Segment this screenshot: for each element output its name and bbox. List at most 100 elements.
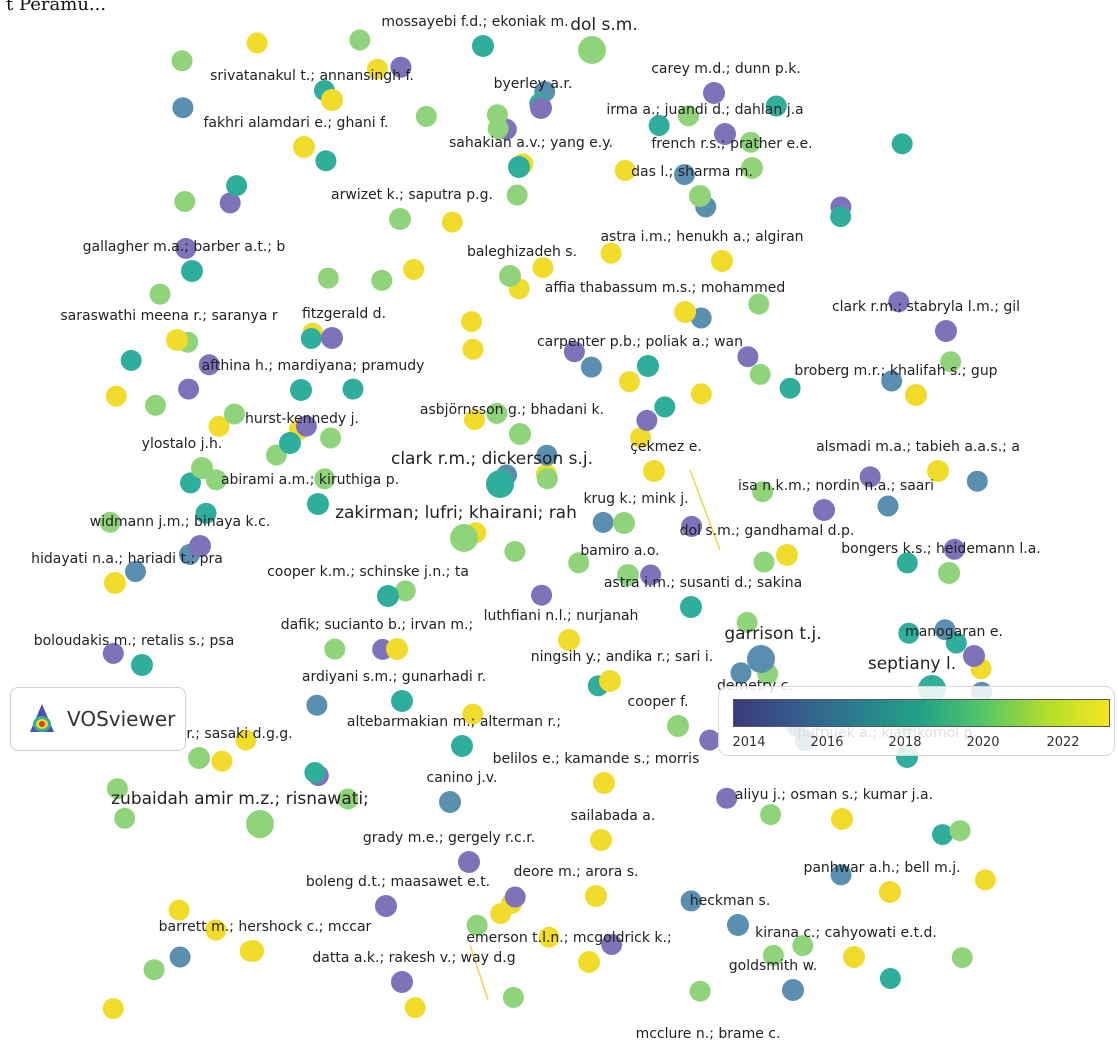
node-circle[interactable] bbox=[166, 329, 188, 351]
node[interactable]: canino j.v. bbox=[427, 770, 498, 813]
node-dot[interactable] bbox=[580, 356, 602, 378]
node-circle[interactable] bbox=[963, 645, 985, 667]
node[interactable]: deore m.; arora s. bbox=[514, 864, 639, 907]
node-circle[interactable] bbox=[293, 136, 315, 158]
node-dot[interactable] bbox=[600, 242, 622, 264]
node-dot[interactable] bbox=[404, 997, 426, 1019]
node[interactable]: garrison t.j. bbox=[724, 624, 822, 673]
node-dot[interactable] bbox=[678, 105, 699, 127]
node-dot[interactable] bbox=[198, 354, 220, 376]
node-dot[interactable] bbox=[169, 946, 191, 968]
node-dot[interactable] bbox=[674, 164, 695, 186]
node-dot[interactable] bbox=[224, 403, 245, 425]
node-circle[interactable] bbox=[189, 535, 211, 557]
node-circle[interactable] bbox=[667, 715, 689, 737]
node-dot[interactable] bbox=[504, 540, 526, 562]
node-circle[interactable] bbox=[558, 629, 580, 651]
node-dot[interactable] bbox=[342, 378, 364, 400]
node-dot[interactable] bbox=[246, 32, 268, 54]
vosviewer-logo[interactable]: VOSviewer bbox=[10, 687, 186, 751]
node-circle[interactable] bbox=[389, 208, 411, 230]
node-circle[interactable] bbox=[191, 457, 213, 479]
node[interactable]: asbjörnsson g.; bhadani k. bbox=[420, 402, 604, 445]
node-dot[interactable] bbox=[736, 611, 758, 633]
node[interactable]: alsmadi m.a.; tabieh a.a.s.; a bbox=[816, 439, 1020, 482]
node[interactable]: sailabada a. bbox=[571, 808, 656, 851]
node[interactable]: manogaran e. bbox=[905, 624, 1003, 667]
node-dot[interactable] bbox=[748, 293, 770, 315]
node-circle[interactable] bbox=[938, 562, 960, 584]
node-dot[interactable] bbox=[699, 729, 721, 751]
node-dot[interactable] bbox=[403, 258, 425, 280]
node[interactable]: dol s.m.; gandhamal d.p. bbox=[680, 523, 855, 566]
node-circle[interactable] bbox=[509, 423, 531, 445]
node-dot[interactable] bbox=[486, 402, 508, 424]
node-dot[interactable] bbox=[99, 511, 121, 533]
node-dot[interactable] bbox=[145, 394, 166, 416]
node-circle[interactable] bbox=[458, 851, 480, 873]
node[interactable]: belilos e.; kamande s.; morris bbox=[493, 751, 700, 794]
node-circle[interactable] bbox=[578, 951, 600, 973]
node-circle[interactable] bbox=[813, 499, 835, 521]
node-dot[interactable] bbox=[125, 561, 146, 582]
node-circle[interactable] bbox=[703, 82, 725, 104]
node-circle[interactable] bbox=[508, 156, 530, 178]
node-dot[interactable] bbox=[390, 56, 412, 78]
node[interactable]: srivatanakul t.; annansingh f. bbox=[210, 68, 414, 111]
node-circle[interactable] bbox=[714, 123, 736, 145]
node-dot[interactable] bbox=[896, 552, 918, 574]
node[interactable]: cooper k.m.; schinske j.n.; ta bbox=[267, 564, 469, 607]
node-dot[interactable] bbox=[648, 115, 670, 136]
node-dot[interactable] bbox=[180, 472, 201, 494]
node[interactable]: zakirman; lufri; khairani; rah bbox=[335, 503, 577, 552]
node-circle[interactable] bbox=[307, 493, 329, 515]
node-dot[interactable] bbox=[891, 133, 913, 155]
node-dot[interactable] bbox=[349, 29, 371, 51]
node-circle[interactable] bbox=[391, 971, 413, 993]
node-dot[interactable] bbox=[205, 919, 227, 941]
node-dot[interactable] bbox=[654, 396, 676, 418]
node-circle[interactable] bbox=[747, 645, 775, 673]
node[interactable]: sahakian a.v.; yang e.y. bbox=[449, 135, 613, 178]
node[interactable]: emerson t.l.n.; mcgoldrick k.; bbox=[466, 930, 672, 973]
node-dot[interactable] bbox=[630, 427, 652, 449]
node-circle[interactable] bbox=[450, 524, 478, 552]
node-dot[interactable] bbox=[877, 495, 899, 517]
node-dot[interactable] bbox=[314, 468, 336, 490]
node-circle[interactable] bbox=[741, 157, 763, 179]
node-dot[interactable] bbox=[175, 237, 197, 259]
node-dot[interactable] bbox=[178, 378, 200, 400]
node-dot[interactable] bbox=[415, 105, 437, 127]
node-circle[interactable] bbox=[593, 772, 615, 794]
node-circle[interactable] bbox=[927, 460, 949, 482]
node[interactable]: baleghizadeh s. bbox=[467, 244, 577, 287]
node[interactable]: fitzgerald d. bbox=[302, 306, 386, 349]
node-dot[interactable] bbox=[536, 444, 558, 466]
node-dot[interactable] bbox=[532, 257, 554, 279]
node-dot[interactable] bbox=[716, 787, 738, 809]
node-dot[interactable] bbox=[888, 291, 910, 313]
node[interactable]: das l.; sharma m. bbox=[631, 164, 753, 207]
node-dot[interactable] bbox=[504, 886, 526, 908]
node-dot[interactable] bbox=[614, 160, 636, 181]
node-dot[interactable] bbox=[879, 968, 901, 989]
node-dot[interactable] bbox=[538, 926, 560, 948]
node-circle[interactable] bbox=[472, 35, 494, 57]
node[interactable]: carey m.d.; dunn p.k. bbox=[651, 61, 801, 104]
node-dot[interactable] bbox=[859, 466, 881, 488]
node[interactable]: ningsih y.; andika r.; sari i. bbox=[531, 649, 713, 692]
node-dot[interactable] bbox=[943, 538, 965, 560]
node-circle[interactable] bbox=[590, 829, 612, 851]
node[interactable]: affia thabassum m.s.; mohammed bbox=[545, 280, 786, 323]
node-dot[interactable] bbox=[592, 511, 614, 533]
node-dot[interactable] bbox=[300, 328, 322, 349]
node[interactable]: clark r.m.; dickerson s.j. bbox=[391, 449, 593, 498]
node[interactable]: bamiro a.o. bbox=[580, 543, 660, 586]
node-dot[interactable] bbox=[235, 729, 257, 751]
node[interactable]: panhwar a.h.; bell m.j. bbox=[803, 860, 961, 903]
node-dot[interactable] bbox=[441, 211, 463, 233]
node[interactable]: bongers k.s.; heidemann l.a. bbox=[841, 541, 1041, 584]
node-dot[interactable] bbox=[601, 934, 623, 955]
node-dot[interactable] bbox=[102, 642, 124, 664]
